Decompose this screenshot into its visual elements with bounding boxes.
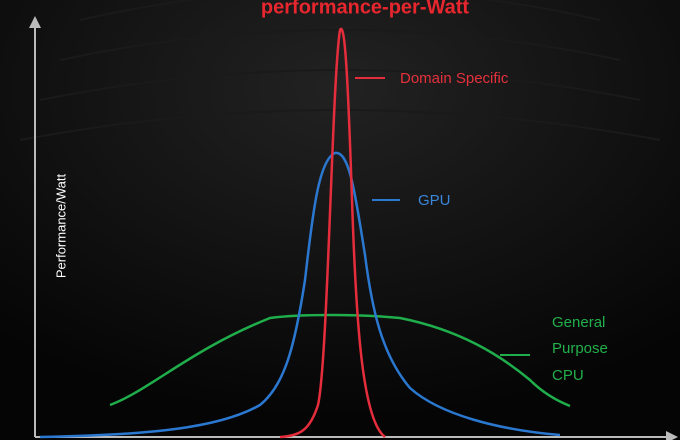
y-axis-label: Performance/Watt [53, 173, 68, 278]
curve-label: General [552, 314, 605, 331]
curve-label: CPU [552, 367, 584, 384]
cpu-curve [109, 313, 571, 408]
gpu-curve [39, 151, 561, 439]
curve-label: Purpose [552, 340, 608, 357]
title: performance-per-Watt [261, 0, 470, 18]
domain-specific-curve [279, 27, 386, 439]
curve-label: Domain Specific [400, 70, 509, 87]
curve-label: GPU [418, 192, 451, 209]
